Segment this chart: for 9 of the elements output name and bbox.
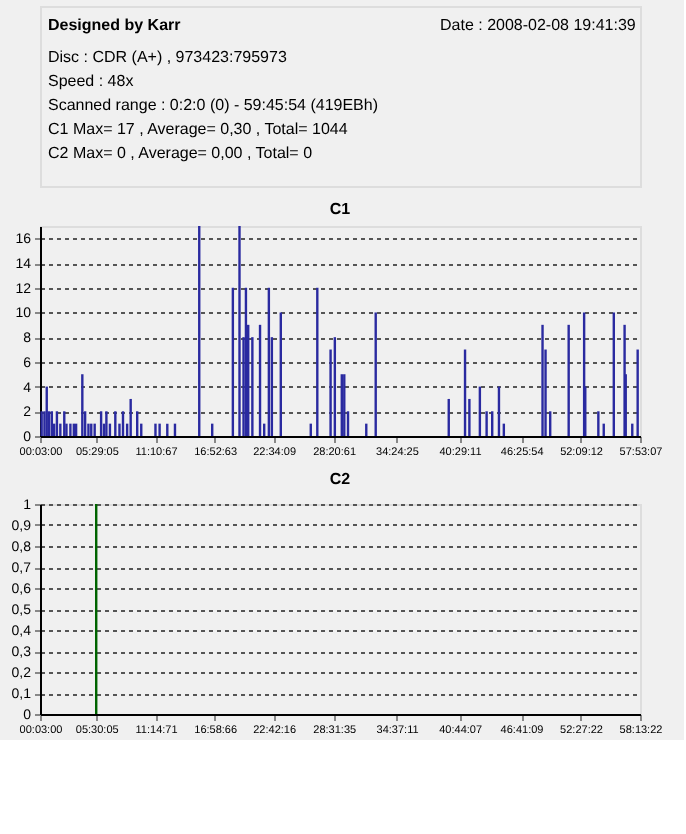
text: C2 Max= 0 , Average= 0,00 , Total= 0 [48, 144, 314, 162]
text: C1 Max= 17 , Average= 0,30 , Total= 1044 [48, 120, 349, 138]
text: Date : 2008-02-08 19:41:39 [440, 16, 637, 34]
chart-title: C2 [329, 470, 352, 488]
chart-title: C1 [329, 200, 352, 218]
text: Speed : 48x [48, 72, 134, 90]
text: Designed by Karr [48, 16, 181, 34]
text: Scanned range : 0:2:0 (0) - 59:45:54 (419EBh) [48, 96, 379, 114]
text: Disc : CDR (A+) , 973423:795973 [48, 48, 288, 66]
